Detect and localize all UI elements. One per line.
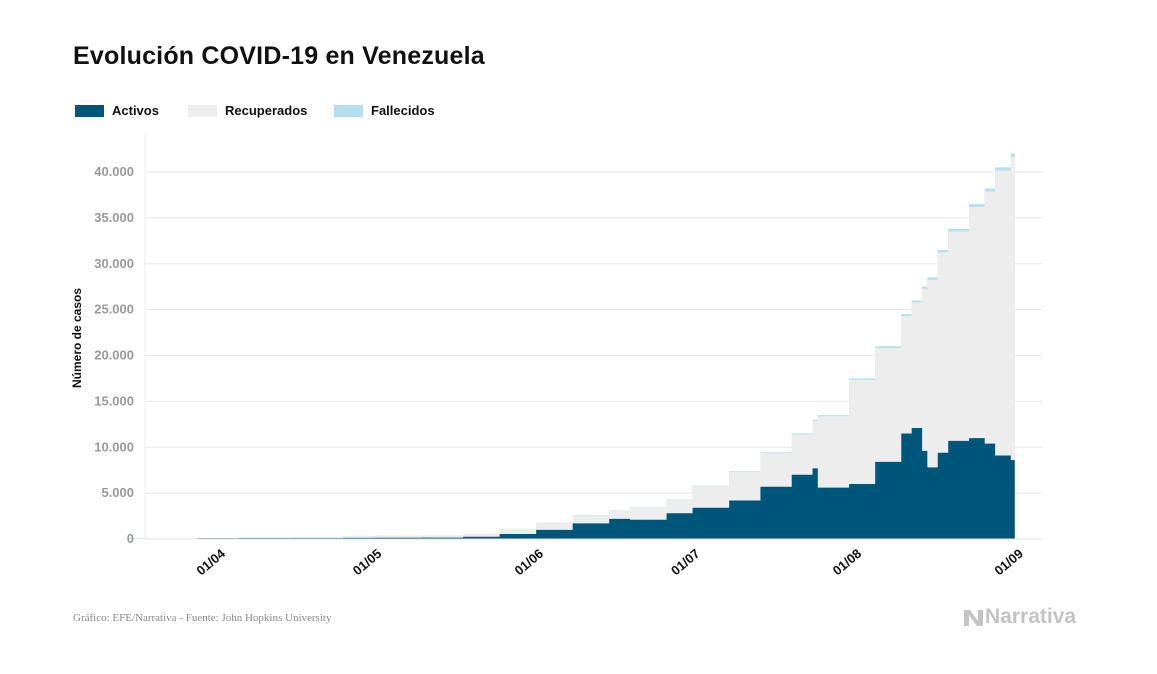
legend-swatch-recuperados (188, 105, 217, 117)
legend-label-recuperados: Recuperados (225, 103, 308, 118)
y-tick-label: 15.000 (94, 393, 134, 408)
series-area-activos (129, 427, 1015, 539)
legend-swatch-activos (75, 105, 104, 117)
x-tick-label: 01/08 (830, 546, 865, 578)
y-tick-label: 5.000 (101, 485, 134, 500)
narrativa-logo-icon (964, 610, 983, 626)
source-note: Gráfico: EFE/Narrativa - Fuente: John Ho… (73, 612, 332, 624)
legend-label-activos: Activos (112, 103, 159, 118)
y-tick-label: 0 (127, 531, 134, 546)
chart-title: Evolución COVID-19 en Venezuela (73, 42, 485, 70)
x-tick-label: 01/05 (350, 546, 385, 578)
x-tick-label: 01/06 (512, 546, 547, 578)
legend-swatch-fallecidos (334, 105, 363, 117)
series-area-recuperados (129, 156, 1015, 539)
y-tick-label: 25.000 (94, 302, 134, 317)
y-tick-label: 10.000 (94, 439, 134, 454)
brand-name: Narrativa (985, 605, 1077, 628)
series-areas (129, 153, 1015, 539)
x-tick-label: 01/04 (193, 545, 228, 578)
y-axis-label: Número de casos (70, 288, 84, 388)
y-tick-label: 20.000 (94, 348, 134, 363)
x-tick-label: 01/07 (668, 546, 703, 578)
legend-label-fallecidos: Fallecidos (371, 103, 435, 118)
y-tick-label: 35.000 (94, 210, 134, 225)
y-tick-label: 40.000 (94, 164, 134, 179)
y-tick-label: 30.000 (94, 256, 134, 271)
x-tick-label: 01/09 (991, 546, 1026, 578)
